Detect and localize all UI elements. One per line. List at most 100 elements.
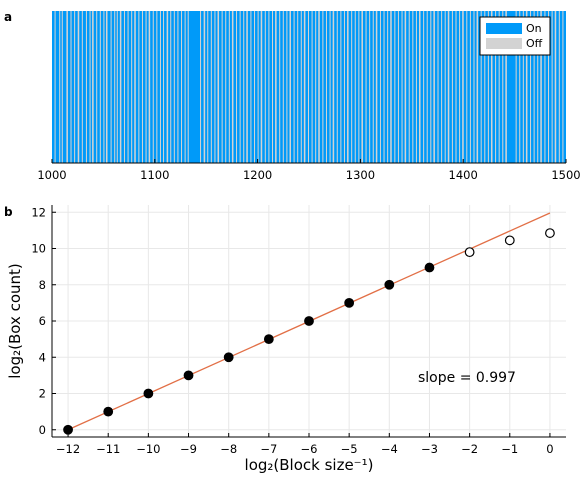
off-segment <box>473 11 475 163</box>
off-segment <box>159 11 161 163</box>
off-segment <box>59 11 61 163</box>
off-segment <box>340 11 342 163</box>
off-segment <box>282 11 284 163</box>
x-tick-label: −10 <box>136 442 160 456</box>
off-segment <box>322 11 324 163</box>
off-segment <box>332 11 335 163</box>
legend-swatch-on <box>486 23 522 34</box>
off-segment <box>408 11 410 163</box>
panel-b-label: b <box>4 205 13 219</box>
off-segment <box>260 11 263 163</box>
filled-point <box>384 279 395 290</box>
off-segment <box>275 11 277 163</box>
off-segment <box>173 11 175 163</box>
off-segment <box>225 11 227 163</box>
off-segment <box>207 11 209 163</box>
x-tick-label: −7 <box>260 442 277 456</box>
off-segment <box>271 11 274 163</box>
panel-a-label: a <box>4 10 12 24</box>
y-axis-label: log₂(Box count) <box>6 263 24 379</box>
off-segment <box>519 11 521 163</box>
off-segment <box>214 11 216 163</box>
off-segment <box>451 11 453 163</box>
panel-a-x-tick-label: 1100 <box>140 168 169 182</box>
filled-point <box>183 370 194 381</box>
open-point <box>504 235 515 246</box>
off-segment <box>134 11 136 163</box>
off-segment <box>418 11 421 163</box>
off-segment <box>387 11 389 163</box>
off-segment <box>246 11 248 163</box>
off-segment <box>318 11 320 163</box>
off-segment <box>383 11 385 163</box>
off-segment <box>257 11 259 163</box>
off-segment <box>236 11 238 163</box>
off-segment <box>156 11 158 163</box>
off-segment <box>110 11 112 163</box>
off-segment <box>495 11 497 163</box>
off-segment <box>127 11 129 163</box>
off-segment <box>203 11 206 163</box>
x-tick-label: 0 <box>546 442 553 456</box>
off-segment <box>163 11 165 163</box>
off-segment <box>365 11 367 163</box>
off-segment <box>221 11 223 163</box>
panel-a-x-tick-label: 1000 <box>37 168 66 182</box>
off-segment <box>286 11 288 163</box>
off-segment <box>347 11 349 163</box>
filled-point <box>63 424 73 435</box>
off-segment <box>228 11 230 163</box>
off-segment <box>437 11 439 163</box>
off-segment <box>394 11 396 163</box>
off-segment <box>325 11 327 163</box>
off-segment <box>54 11 56 163</box>
off-segment <box>498 11 500 163</box>
off-segment <box>375 11 378 163</box>
off-segment <box>116 11 118 163</box>
off-segment <box>243 11 245 163</box>
x-tick-label: −12 <box>56 442 80 456</box>
x-tick-label: −4 <box>381 442 398 456</box>
off-segment <box>217 11 220 163</box>
off-segment <box>279 11 281 163</box>
off-segment <box>131 11 133 163</box>
panel-a-x-tick-label: 1500 <box>551 168 580 182</box>
off-segment <box>447 11 450 163</box>
x-tick-label: −11 <box>96 442 120 456</box>
off-segment <box>145 11 147 163</box>
off-segment <box>138 11 140 163</box>
panel-a-x-ticks: 1000 1100 1200 1300 1400 1500 <box>37 159 581 182</box>
x-tick-label: −9 <box>180 442 197 456</box>
off-segment <box>502 11 504 163</box>
off-segment <box>250 11 252 163</box>
off-segment <box>412 11 414 163</box>
off-segment <box>231 11 234 163</box>
off-segment <box>96 11 98 163</box>
open-point <box>464 247 475 258</box>
off-segment <box>148 11 151 163</box>
slope-annotation: slope = 0.997 <box>418 370 516 386</box>
off-segment <box>466 11 468 163</box>
off-segment <box>239 11 241 163</box>
off-segment <box>77 11 80 163</box>
y-tick-label: 4 <box>39 350 46 364</box>
off-segment <box>444 11 446 163</box>
x-tick-label: −5 <box>341 442 358 456</box>
off-segment <box>433 11 435 163</box>
y-tick-label: 2 <box>39 387 46 401</box>
off-segment <box>297 11 299 163</box>
off-segment <box>343 11 345 163</box>
off-segment <box>70 11 72 163</box>
off-segment <box>300 11 302 163</box>
off-segment <box>515 11 517 163</box>
off-segment <box>358 11 360 163</box>
off-segment <box>289 11 292 163</box>
off-segment <box>311 11 313 163</box>
off-segment <box>141 11 143 163</box>
off-segment <box>476 11 479 163</box>
off-segment <box>390 11 392 163</box>
x-tick-label: −2 <box>461 442 478 456</box>
off-segment <box>351 11 353 163</box>
off-segment <box>554 11 557 163</box>
